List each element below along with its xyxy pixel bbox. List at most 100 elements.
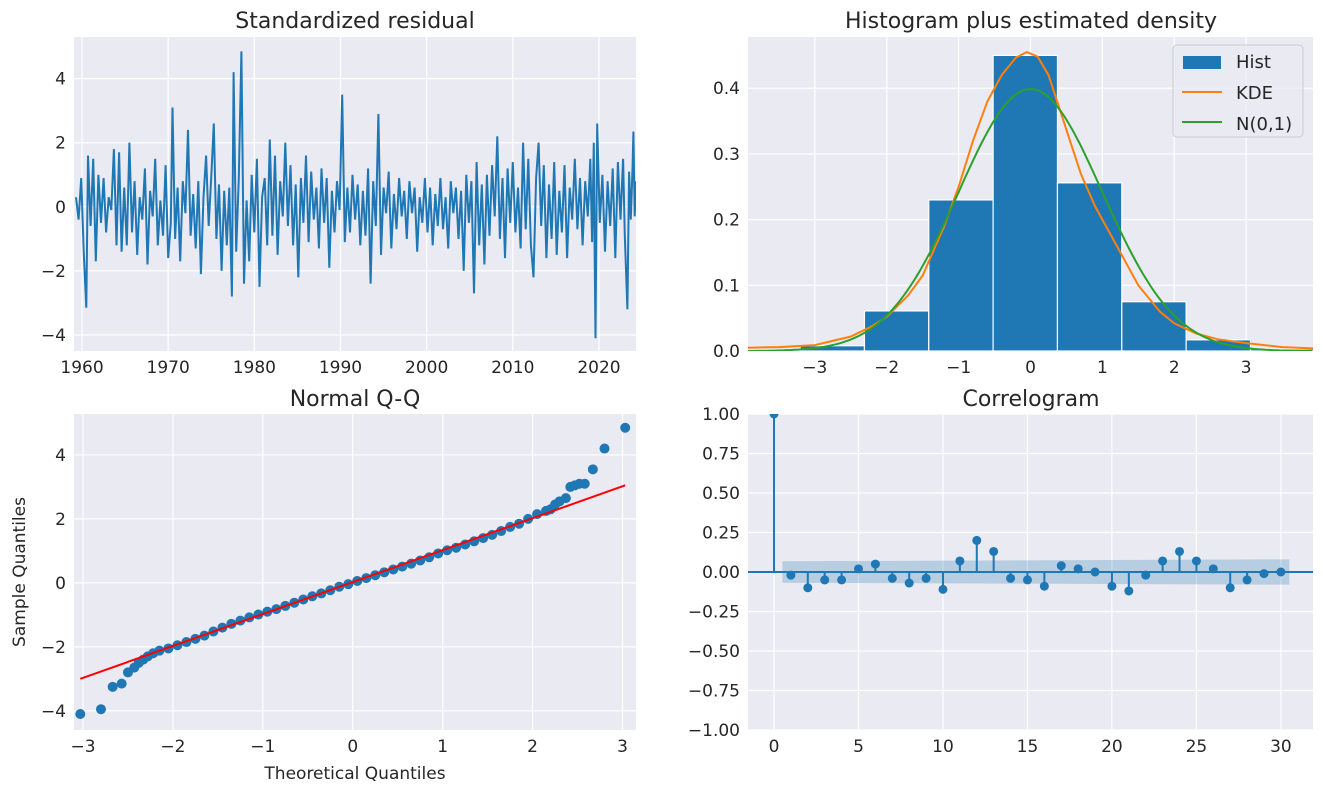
acf-marker (786, 570, 796, 580)
legend: Hist KDE N(0,1) (1172, 44, 1304, 138)
acf-marker (1056, 561, 1066, 571)
y-tick-label: −0.25 (688, 603, 740, 623)
x-tick-label: 1960 (60, 358, 103, 378)
y-tick-label: −2 (41, 262, 66, 282)
y-tick-label: 4 (55, 70, 66, 90)
acf-marker (1124, 586, 1134, 596)
x-tick-label: −3 (70, 737, 95, 757)
acf-marker (820, 575, 830, 585)
legend-hist-swatch (1183, 56, 1221, 69)
y-tick-label: −0.50 (688, 642, 740, 662)
panel-correlogram: Correlogram 0 5 10 15 20 25 30 −1.00 −0.75 −0.50 −… (688, 387, 1313, 757)
x-tick-label: 3 (617, 737, 628, 757)
panel-normal-qq: Normal Q-Q Theoretical Quantiles Sample … (10, 387, 636, 784)
x-tick-label: 1980 (233, 358, 276, 378)
chart-title: Standardized residual (235, 9, 474, 34)
hist-bar (1056, 182, 1123, 351)
acf-marker (1242, 575, 1252, 585)
y-tick-label: 2 (55, 134, 66, 154)
chart-title: Correlogram (962, 387, 1099, 412)
marks-layer (748, 51, 1323, 351)
x-tick-label: 25 (1186, 737, 1208, 757)
y-tick-label: 2 (55, 510, 66, 530)
acf-marker (1175, 546, 1185, 556)
hist-bar (1315, 350, 1323, 351)
hist-bar (992, 54, 1059, 351)
chart-title: Histogram plus estimated density (845, 9, 1217, 34)
x-tick-label: 1 (437, 737, 448, 757)
x-tick-label: 2 (527, 737, 538, 757)
qq-point (587, 464, 598, 475)
acf-marker (769, 414, 779, 419)
acf-marker (887, 573, 897, 583)
y-tick-label: −4 (41, 702, 66, 722)
acf-marker (1276, 567, 1286, 577)
x-tick-label: 20 (1101, 737, 1123, 757)
legend-normal-label: N(0,1) (1236, 114, 1292, 135)
y-tick-label: 0.50 (702, 484, 740, 504)
qq-reference-line (79, 484, 626, 680)
y-tick-label: 0.00 (702, 563, 740, 583)
acf-marker (1259, 569, 1269, 579)
marks-layer (75, 422, 631, 720)
y-tick-label: −2 (41, 638, 66, 658)
acf-marker (837, 575, 847, 585)
acf-marker (1090, 567, 1100, 577)
y-tick-label: 4 (55, 446, 66, 466)
marks-layer (748, 414, 1313, 596)
acf-marker (803, 583, 813, 593)
acf-marker (870, 559, 880, 569)
acf-marker (989, 546, 999, 556)
acf-marker (955, 556, 965, 566)
y-tick-label: 0.75 (702, 445, 740, 465)
qq-point (560, 493, 571, 504)
x-tick-label: −3 (802, 358, 827, 378)
qq-point (75, 709, 86, 720)
x-tick-label: 3 (1241, 358, 1252, 378)
acf-marker (1158, 556, 1168, 566)
acf-marker (1141, 570, 1151, 580)
qq-point (95, 704, 106, 715)
acf-marker (1039, 581, 1049, 591)
panel-histogram: Histogram plus estimated density −3 −2 −1 0… (713, 9, 1323, 378)
chart-title: Normal Q-Q (290, 387, 421, 412)
panel-standardized-residual: Standardized residual 1960 1970 1980 1990 20… (41, 9, 636, 378)
acf-marker (972, 535, 982, 545)
x-tick-label: 0 (1025, 358, 1036, 378)
acf-marker (1225, 583, 1235, 593)
hist-bar (1121, 301, 1187, 351)
x-tick-label: 10 (932, 737, 954, 757)
acf-marker (853, 564, 863, 574)
x-tick-label: 2020 (577, 358, 620, 378)
y-tick-label: −4 (41, 326, 66, 346)
x-tick-label: 2010 (491, 358, 534, 378)
y-tick-label: 0 (55, 198, 66, 218)
x-tick-label: 1 (1097, 358, 1108, 378)
x-tick-label: 2000 (405, 358, 448, 378)
x-tick-label: −2 (160, 737, 185, 757)
y-tick-label: 0.1 (713, 276, 740, 296)
y-tick-label: −1.00 (688, 721, 740, 741)
qq-point (579, 478, 590, 489)
legend-hist-label: Hist (1236, 52, 1271, 73)
acf-marker (1022, 575, 1032, 585)
plot-area (74, 37, 636, 351)
x-tick-label: 2 (1169, 358, 1180, 378)
x-tick-label: 5 (853, 737, 864, 757)
x-tick-label: 0 (347, 737, 358, 757)
y-tick-label: 0.0 (713, 342, 740, 362)
acf-marker (1107, 581, 1117, 591)
residual-line (75, 51, 636, 339)
qq-point (599, 443, 610, 454)
marks-layer (75, 51, 636, 339)
acf-marker (1191, 556, 1201, 566)
hist-bar (928, 199, 994, 351)
y-tick-label: −0.75 (688, 682, 740, 702)
x-tick-label: 0 (769, 737, 780, 757)
hist-bar (863, 310, 930, 351)
x-tick-label: 30 (1270, 737, 1292, 757)
qq-point (116, 678, 127, 689)
y-tick-label: 1.00 (702, 405, 740, 425)
x-tick-label: −2 (874, 358, 899, 378)
